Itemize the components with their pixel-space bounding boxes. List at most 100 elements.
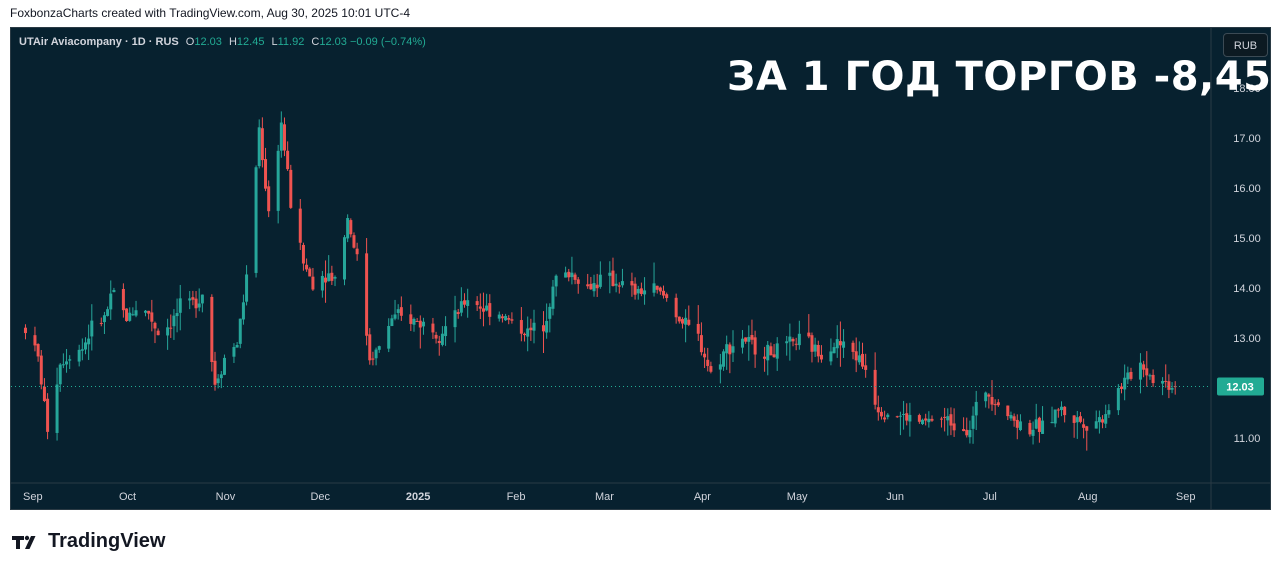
candle-up bbox=[902, 413, 906, 415]
candle-up bbox=[200, 294, 204, 304]
candle-down bbox=[1063, 406, 1067, 416]
candle-up bbox=[1123, 377, 1127, 390]
candle-up bbox=[551, 286, 555, 309]
candle-up bbox=[835, 339, 839, 349]
candle-up bbox=[532, 322, 536, 331]
x-tick-label: Sep bbox=[1176, 491, 1196, 503]
high-label: H bbox=[228, 36, 237, 48]
candle-up bbox=[144, 310, 148, 313]
candle-up bbox=[974, 401, 978, 416]
candle-down bbox=[324, 277, 328, 283]
candle-up bbox=[1031, 429, 1035, 436]
candle-up bbox=[564, 272, 568, 278]
candle-down bbox=[1142, 364, 1146, 370]
candle-up bbox=[927, 418, 931, 423]
candle-up bbox=[276, 150, 280, 211]
candle-up bbox=[725, 344, 729, 354]
candle-up bbox=[55, 384, 59, 433]
candle-up bbox=[842, 341, 846, 348]
candle-up bbox=[570, 272, 574, 278]
candle-up bbox=[797, 333, 801, 346]
candle-down bbox=[399, 307, 403, 316]
candle-up bbox=[109, 293, 113, 310]
close-value: 12.03 bbox=[319, 36, 347, 48]
candle-down bbox=[952, 423, 956, 431]
candle-down bbox=[478, 306, 482, 309]
brand-name: TradingView bbox=[48, 530, 166, 552]
currency-button[interactable]: RUB bbox=[1223, 33, 1268, 57]
candle-down bbox=[1012, 416, 1016, 421]
tradingview-logo[interactable]: TradingView bbox=[12, 530, 165, 553]
candle-down bbox=[674, 297, 678, 318]
candle-down bbox=[905, 413, 909, 421]
price-chart[interactable]: 18.0017.0016.0015.0014.0013.0012.0011.00… bbox=[11, 28, 1271, 510]
candle-down bbox=[617, 285, 621, 287]
symbol-name[interactable]: UTAir Aviacompany · 1D · RUS bbox=[19, 36, 179, 48]
candle-up bbox=[497, 314, 501, 319]
candle-down bbox=[677, 316, 681, 322]
candle-up bbox=[829, 351, 833, 362]
candle-up bbox=[504, 315, 508, 321]
candle-down bbox=[305, 264, 309, 270]
chart-panel[interactable]: 18.0017.0016.0015.0014.0013.0012.0011.00… bbox=[10, 27, 1271, 510]
candle-up bbox=[257, 127, 261, 167]
x-tick-label: Jun bbox=[886, 491, 904, 503]
candle-down bbox=[873, 369, 877, 405]
candle-up bbox=[459, 301, 463, 313]
candle-down bbox=[33, 335, 37, 346]
candle-down bbox=[658, 287, 662, 292]
candle-down bbox=[475, 301, 479, 306]
candle-up bbox=[241, 302, 245, 320]
candle-down bbox=[260, 128, 264, 161]
candle-down bbox=[368, 334, 372, 361]
candle-down bbox=[456, 312, 460, 315]
candle-up bbox=[377, 346, 381, 350]
candle-down bbox=[1006, 405, 1010, 417]
candle-up bbox=[197, 303, 201, 308]
candle-down bbox=[289, 169, 293, 208]
candle-down bbox=[838, 341, 842, 346]
candle-down bbox=[864, 365, 868, 370]
candle-down bbox=[507, 317, 511, 320]
candle-up bbox=[747, 336, 751, 342]
candle-down bbox=[763, 356, 767, 359]
candle-up bbox=[374, 349, 378, 359]
tradingview-icon bbox=[12, 535, 36, 549]
candle-down bbox=[576, 279, 580, 284]
candle-down bbox=[156, 330, 160, 336]
candle-down bbox=[1164, 380, 1168, 382]
candle-up bbox=[1126, 372, 1130, 380]
candle-down bbox=[630, 281, 634, 286]
candle-down bbox=[264, 159, 268, 189]
x-tick-label: Apr bbox=[694, 491, 711, 503]
x-tick-label: Dec bbox=[310, 491, 330, 503]
candle-down bbox=[996, 402, 1000, 406]
candle-down bbox=[1072, 415, 1076, 423]
candle-down bbox=[791, 338, 795, 342]
candle-up bbox=[131, 314, 135, 316]
candle-down bbox=[744, 337, 748, 342]
candle-down bbox=[431, 323, 435, 333]
candle-up bbox=[731, 346, 735, 353]
candle-down bbox=[1167, 381, 1171, 390]
candle-down bbox=[529, 327, 533, 331]
candle-up bbox=[412, 318, 416, 325]
x-tick-label: Jul bbox=[983, 491, 997, 503]
candle-up bbox=[421, 321, 425, 327]
candle-up bbox=[722, 351, 726, 367]
candle-down bbox=[851, 342, 855, 352]
candle-down bbox=[573, 274, 577, 280]
candle-down bbox=[46, 398, 50, 432]
candle-down bbox=[352, 235, 356, 248]
candle-down bbox=[153, 322, 157, 329]
candle-down bbox=[191, 297, 195, 300]
candle-down bbox=[810, 335, 814, 352]
candle-down bbox=[655, 285, 659, 290]
candle-up bbox=[77, 349, 81, 362]
candle-up bbox=[684, 317, 688, 325]
candle-down bbox=[286, 150, 290, 170]
candle-down bbox=[23, 327, 27, 334]
x-tick-label: Aug bbox=[1078, 491, 1098, 503]
candle-down bbox=[308, 268, 312, 277]
candle-down bbox=[213, 360, 217, 385]
